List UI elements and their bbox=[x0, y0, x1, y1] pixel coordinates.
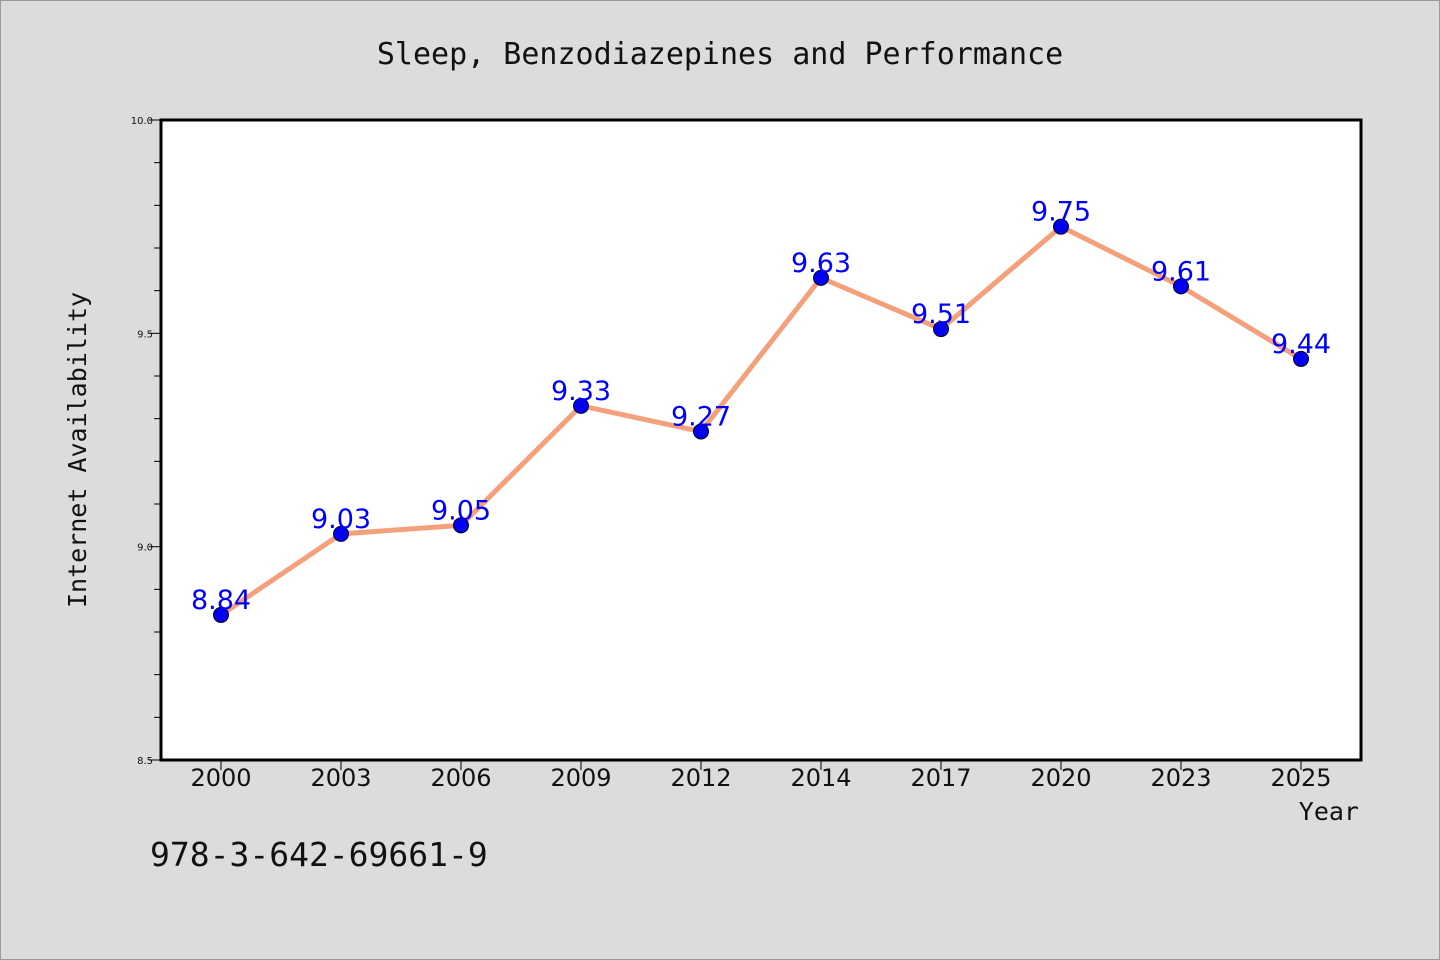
x-tick-label: 2017 bbox=[910, 764, 971, 792]
data-point bbox=[573, 397, 589, 414]
y-tick-label: 9.0 bbox=[137, 543, 153, 554]
chart-title: Sleep, Benzodiazepines and Performance bbox=[377, 37, 1063, 72]
plot-area bbox=[159, 118, 1363, 762]
y-axis-label: Internet Availability bbox=[63, 292, 92, 608]
data-label: 9.05 bbox=[431, 495, 491, 526]
data-point bbox=[1173, 278, 1189, 295]
data-label: 8.84 bbox=[191, 585, 251, 616]
data-point bbox=[453, 517, 469, 534]
data-point bbox=[1053, 218, 1069, 235]
data-label: 9.51 bbox=[911, 299, 971, 330]
y-tick-label: 10.0 bbox=[131, 116, 153, 127]
x-tick-label: 2006 bbox=[430, 764, 491, 792]
data-point bbox=[813, 269, 829, 286]
data-point bbox=[693, 423, 709, 440]
isbn-text: 978-3-642-69661-9 bbox=[150, 835, 488, 874]
x-tick-label: 2023 bbox=[1150, 764, 1211, 792]
data-label: 9.44 bbox=[1271, 329, 1331, 360]
data-label: 9.03 bbox=[311, 504, 371, 535]
data-label: 9.27 bbox=[671, 401, 731, 432]
x-tick-label: 2020 bbox=[1030, 764, 1091, 792]
x-axis-label: Year bbox=[1299, 797, 1359, 826]
series-group: 8.84 9.03 9.05 9.33 9.27 9.63 9.51 9.75 9.61 9.44 bbox=[191, 197, 1331, 623]
data-point bbox=[1293, 350, 1309, 367]
data-point bbox=[213, 606, 229, 623]
data-point bbox=[333, 525, 349, 542]
data-label: 9.63 bbox=[791, 248, 851, 279]
series-line bbox=[218, 224, 1304, 618]
y-axis: 8.5 9.0 9.5 10.0 bbox=[131, 116, 161, 767]
x-tick-label: 2014 bbox=[790, 764, 851, 792]
data-label: 9.75 bbox=[1031, 197, 1091, 228]
y-tick-label: 9.5 bbox=[137, 329, 153, 340]
y-tick-label: 8.5 bbox=[137, 756, 153, 767]
x-tick-label: 2009 bbox=[550, 764, 611, 792]
x-tick-label: 2025 bbox=[1270, 764, 1331, 792]
x-tick-label: 2012 bbox=[670, 764, 731, 792]
x-tick-label: 2003 bbox=[310, 764, 371, 792]
x-axis: 2000 2003 2006 2009 2012 2014 2017 2020 2023 2025 bbox=[190, 760, 1332, 792]
x-tick-label: 2000 bbox=[190, 764, 251, 792]
data-label: 9.61 bbox=[1151, 256, 1211, 287]
data-point bbox=[933, 321, 949, 338]
data-label: 9.33 bbox=[551, 376, 611, 407]
